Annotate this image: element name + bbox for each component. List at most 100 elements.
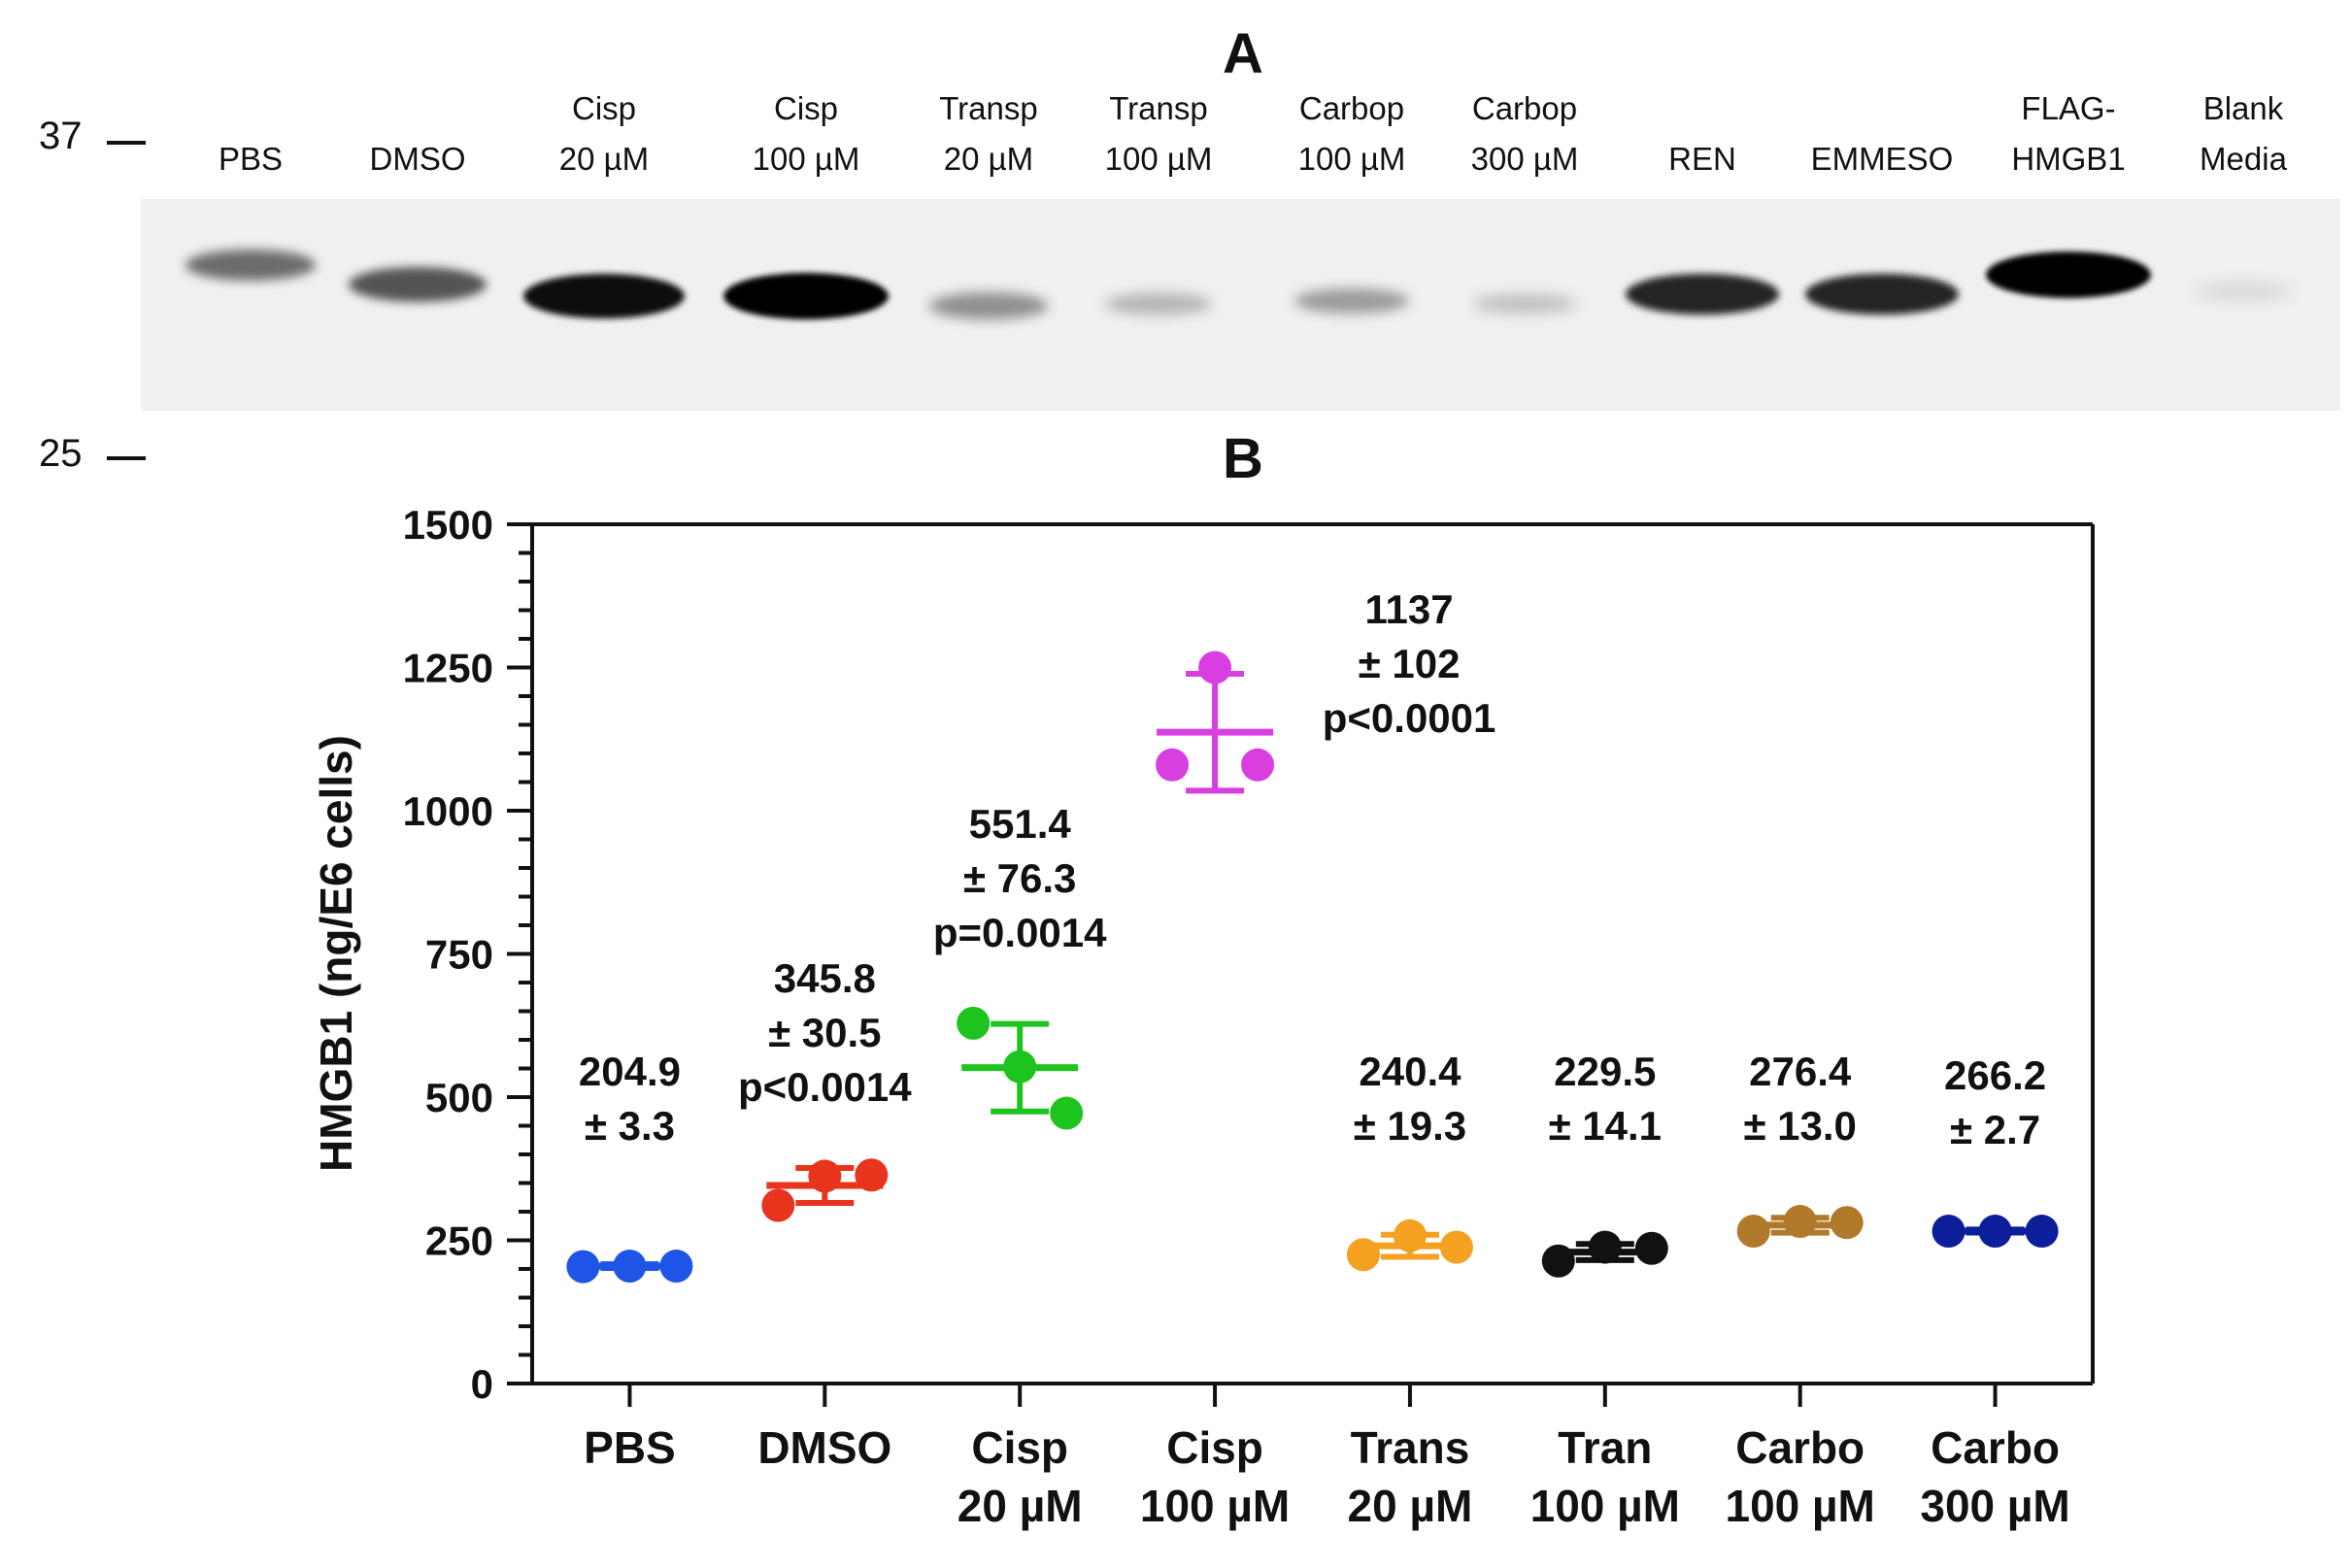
x-tick-label: Tran xyxy=(1558,1422,1652,1473)
data-point xyxy=(1439,1230,1473,1264)
data-point xyxy=(2025,1215,2059,1249)
lane-label: Transp 100 µM xyxy=(1052,83,1265,184)
value-annotation: p<0.0001 xyxy=(1323,695,1496,741)
blot-band xyxy=(523,273,685,319)
blot-band xyxy=(723,273,889,319)
data-point xyxy=(1588,1230,1622,1264)
lane-label: EMMESO xyxy=(1775,83,1989,184)
data-point xyxy=(1003,1050,1037,1084)
blot-band xyxy=(929,292,1048,319)
x-tick-label: DMSO xyxy=(757,1422,891,1473)
lane-label: Carbop 300 µM xyxy=(1418,83,1631,184)
data-point xyxy=(1932,1215,1966,1249)
x-tick-label-line2: 100 µM xyxy=(1530,1481,1680,1531)
data-point xyxy=(613,1250,647,1284)
value-annotation: 229.5 xyxy=(1554,1049,1656,1094)
lane-label-line2: 100 µM xyxy=(752,141,860,177)
value-annotation: 551.4 xyxy=(969,801,1072,847)
lane-label-line2: HMGB1 xyxy=(2011,141,2126,177)
blot-band xyxy=(1294,288,1409,314)
lane-label-line1: Transp xyxy=(1109,90,1208,126)
marker-37-value: 37 xyxy=(39,115,83,157)
lane-label-line1: Cisp xyxy=(773,90,839,126)
value-annotation: ± 76.3 xyxy=(963,855,1076,901)
lane-label: Transp 20 µM xyxy=(882,83,1095,184)
marker-37-dash xyxy=(107,141,146,145)
x-tick-label: Carbo xyxy=(1735,1422,1865,1473)
blot-band xyxy=(1105,292,1212,316)
value-annotation: ± 2.7 xyxy=(1950,1107,2040,1152)
lane-label: Blank Media xyxy=(2136,83,2350,184)
value-annotation: ± 3.3 xyxy=(585,1103,675,1149)
data-point xyxy=(566,1250,600,1284)
x-tick-label: Cisp xyxy=(1166,1422,1263,1473)
data-point xyxy=(1736,1215,1770,1249)
lane-label-line1: Transp xyxy=(939,90,1038,126)
lane-label-line1: Cisp xyxy=(571,90,637,126)
data-point xyxy=(957,1006,991,1040)
data-point xyxy=(1241,748,1275,782)
marker-37-label: 37 xyxy=(39,115,83,158)
value-annotation: ± 30.5 xyxy=(768,1010,881,1055)
lane-label: Cisp 100 µM xyxy=(699,83,913,184)
value-annotation: ± 13.0 xyxy=(1743,1103,1856,1149)
blot-band xyxy=(185,249,316,282)
marker-25-label: 25 xyxy=(39,432,83,476)
x-tick-label-line2: 20 µM xyxy=(958,1481,1083,1531)
data-point xyxy=(1156,748,1190,782)
lane-label-line2: Media xyxy=(2200,141,2287,177)
lane-label-line2: 300 µM xyxy=(1470,141,1579,177)
lane-label: DMSO xyxy=(311,83,524,184)
lane-label-line1: Carbop xyxy=(1471,90,1578,126)
lane-label-line2: REN xyxy=(1668,141,1736,177)
x-tick-label: Carbo xyxy=(1931,1422,2060,1473)
value-annotation: ± 19.3 xyxy=(1354,1103,1466,1149)
blot-band xyxy=(1626,273,1779,316)
data-point xyxy=(1830,1206,1864,1240)
value-annotation: p=0.0014 xyxy=(933,910,1107,955)
data-point xyxy=(761,1188,795,1222)
lane-label-line1: Blank xyxy=(2202,90,2284,126)
y-tick-label: 500 xyxy=(425,1075,493,1120)
y-axis-label: HMGB1 (ng/E6 cells) xyxy=(311,735,361,1172)
blot-band xyxy=(1473,293,1576,315)
lane-label: REN xyxy=(1596,83,1809,184)
marker-25-dash xyxy=(107,456,146,460)
lane-label: Carbop 100 µM xyxy=(1245,83,1459,184)
value-annotation: 266.2 xyxy=(1944,1052,2046,1098)
lane-label: FLAG- HMGB1 xyxy=(1962,83,2175,184)
lane-label-line2: 20 µM xyxy=(943,141,1034,177)
data-point xyxy=(1634,1231,1668,1265)
value-annotation: 1137 xyxy=(1365,586,1454,632)
y-tick-label: 1000 xyxy=(403,788,493,834)
value-annotation: 276.4 xyxy=(1749,1049,1852,1094)
data-point xyxy=(855,1158,889,1192)
value-annotation: 240.4 xyxy=(1359,1049,1462,1094)
x-tick-label-line2: 100 µM xyxy=(1726,1481,1875,1531)
y-tick-label: 750 xyxy=(425,932,493,978)
lane-label-line1: Carbop xyxy=(1298,90,1405,126)
western-blot xyxy=(141,199,2340,411)
lane-label-line2: EMMESO xyxy=(1810,141,1954,177)
data-point xyxy=(1978,1215,2012,1249)
x-tick-label: Cisp xyxy=(971,1422,1068,1473)
data-point xyxy=(808,1159,842,1193)
marker-25-value: 25 xyxy=(39,432,83,475)
lane-label-line2: 100 µM xyxy=(1104,141,1213,177)
panel-b-letter: B xyxy=(1223,427,1263,490)
blot-band xyxy=(349,266,487,303)
value-annotation: 345.8 xyxy=(774,955,876,1001)
value-annotation: p<0.0014 xyxy=(738,1064,912,1110)
lane-label: PBS xyxy=(144,83,357,184)
value-annotation: 204.9 xyxy=(579,1049,681,1094)
x-tick-label: PBS xyxy=(584,1422,676,1473)
data-point xyxy=(1346,1238,1380,1272)
blot-band xyxy=(1986,251,2151,298)
data-point xyxy=(659,1250,693,1284)
lane-label-line2: 100 µM xyxy=(1297,141,1406,177)
data-point xyxy=(1783,1205,1817,1239)
data-point xyxy=(1198,651,1232,684)
y-tick-label: 1500 xyxy=(403,502,493,548)
